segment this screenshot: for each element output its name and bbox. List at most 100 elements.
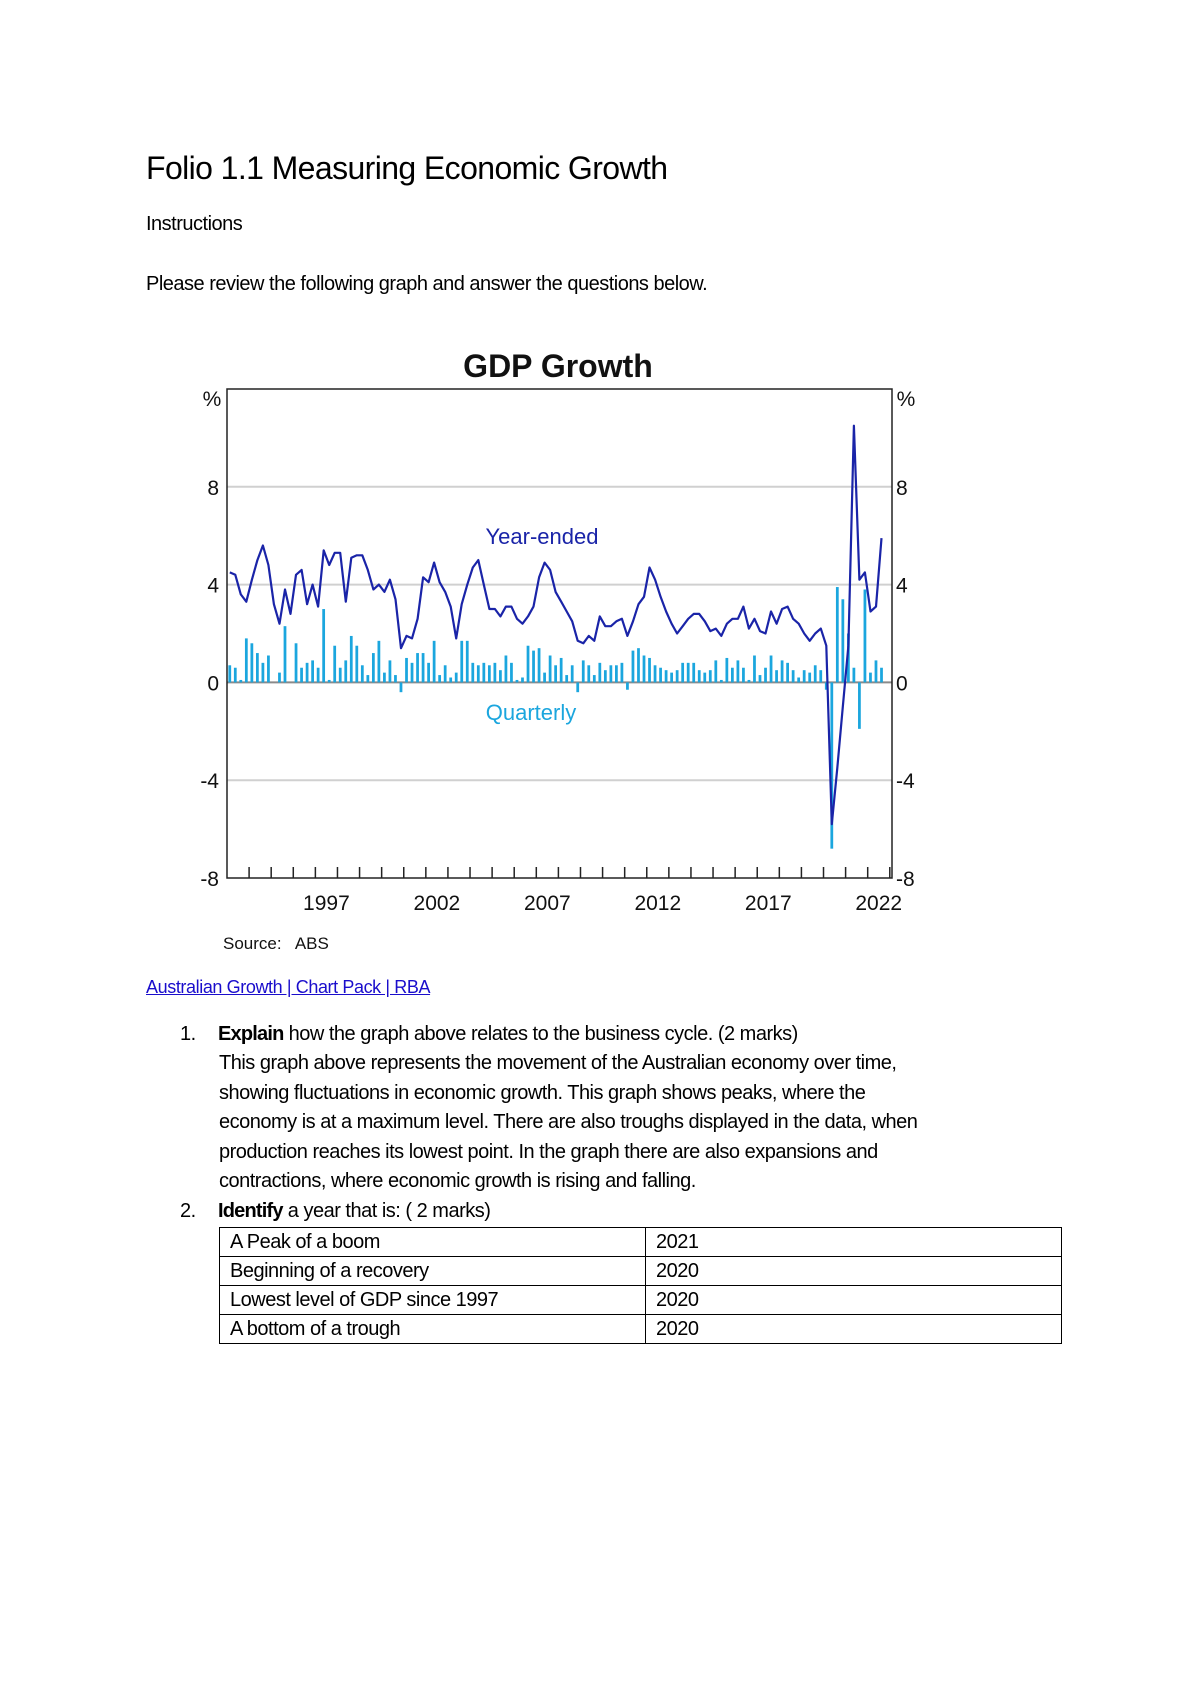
quarterly-bar: [780, 660, 784, 683]
quarterly-bar: [841, 599, 845, 683]
quarterly-bar: [294, 643, 298, 683]
quarterly-bar: [476, 665, 480, 683]
quarterly-bar: [493, 662, 497, 683]
quarterly-bar: [725, 657, 729, 683]
quarterly-bar: [615, 665, 618, 683]
quarterly-bar: [261, 662, 265, 683]
quarterly-bar: [592, 675, 596, 683]
quarterly-bar: [797, 677, 801, 683]
quarterly-bar: [852, 667, 856, 683]
quarterly-bar: [708, 670, 712, 683]
table-cell: Lowest level of GDP since 1997: [219, 1285, 646, 1315]
quarterly-bar: [681, 662, 685, 683]
quarterly-bar: [786, 662, 789, 683]
quarterly-bar: [510, 662, 513, 683]
quarterly-bar: [244, 638, 248, 683]
plot-frame: [226, 388, 893, 879]
quarterly-bar: [504, 655, 508, 683]
quarterly-bar: [835, 587, 839, 683]
quarterly-bar: [791, 670, 795, 683]
quarterly-bar: [521, 677, 524, 683]
y-unit-left: %: [203, 388, 222, 411]
quarterly-bar: [443, 665, 447, 683]
quarterly-bar: [653, 665, 657, 683]
quarterly-bar: [371, 653, 375, 683]
quarterly-bar: [438, 675, 442, 683]
quarterly-bar: [255, 653, 259, 683]
table-cell: 2020: [645, 1285, 1062, 1315]
quarterly-bar: [648, 657, 651, 683]
table-row: A Peak of a boom 2021: [219, 1227, 1062, 1257]
quarterly-bar: [620, 662, 624, 683]
x-tick-label: 1997: [303, 892, 350, 915]
quarterly-bar: [554, 665, 558, 683]
quarterly-bar: [764, 667, 767, 683]
quarterly-bar: [692, 662, 696, 683]
quarterly-bar: [598, 662, 602, 683]
quarterly-bar: [532, 650, 535, 683]
y-tick-label-left: 0: [207, 672, 219, 695]
answer-line: production reaches its lowest point. In …: [219, 1141, 878, 1163]
quarterly-bar: [581, 660, 585, 683]
quarterly-bar: [802, 670, 806, 683]
quarterly-bar: [283, 626, 287, 683]
quarterly-bar: [482, 662, 486, 683]
x-tick-label: 2022: [855, 892, 902, 915]
quarterly-bar: [603, 670, 607, 683]
quarterly-bar: [626, 682, 629, 690]
y-tick-label-right: 4: [896, 575, 908, 598]
question-keyword: Explain: [218, 1023, 284, 1045]
y-tick-label-right: 8: [896, 477, 908, 500]
quarterly-bar: [333, 645, 337, 683]
quarterly-bar: [570, 665, 574, 683]
chart-title: GDP Growth: [463, 348, 653, 384]
quarterly-bar: [250, 643, 254, 683]
quarterly-bar: [813, 665, 817, 683]
instructions-heading: Instructions: [146, 213, 243, 235]
quarterly-bar: [664, 670, 668, 683]
quarterly-bar: [537, 648, 541, 683]
quarterly-bar: [863, 589, 867, 683]
source-link[interactable]: Australian Growth | Chart Pack | RBA: [146, 977, 431, 997]
document-title: Folio 1.1 Measuring Economic Growth: [146, 150, 668, 186]
quarterly-bar: [427, 662, 430, 683]
series-label-quarterly: Quarterly: [486, 700, 576, 725]
question-prompt: how the graph above relates to the busin…: [283, 1023, 799, 1045]
x-tick-label: 2012: [634, 892, 681, 915]
quarterly-bar: [526, 645, 530, 683]
quarterly-bar: [543, 672, 546, 683]
quarterly-bar: [454, 672, 458, 683]
question-keyword: Identify: [218, 1200, 284, 1222]
x-tick-label: 2007: [524, 892, 571, 915]
quarterly-bar: [769, 655, 773, 683]
y-tick-label-left: -4: [200, 770, 219, 793]
quarterly-bar: [730, 667, 734, 683]
y-unit-right: %: [897, 388, 916, 411]
quarterly-bar: [360, 665, 364, 683]
quarterly-bar: [487, 665, 491, 683]
y-tick-label-left: 8: [207, 477, 219, 500]
answer-line: contractions, where economic growth is r…: [219, 1170, 696, 1192]
quarterly-bar: [410, 662, 414, 683]
quarterly-bar: [808, 672, 812, 683]
quarterly-bar: [548, 655, 552, 683]
quarterly-bar: [736, 660, 740, 683]
quarterly-bar: [758, 675, 762, 683]
y-tick-label-right: 0: [896, 672, 908, 695]
quarterly-bar: [719, 679, 723, 683]
quarterly-bar: [714, 660, 718, 683]
answer-table: A Peak of a boom 2021 Beginning of a reco…: [219, 1227, 1062, 1344]
quarterly-bar: [609, 665, 613, 683]
quarterly-bar: [775, 670, 778, 683]
quarterly-bar: [316, 667, 320, 683]
quarterly-bar: [642, 655, 646, 683]
question-1: 1. Explain how the graph above relates to…: [180, 1020, 798, 1050]
quarterly-bar: [449, 677, 453, 683]
table-cell: A Peak of a boom: [219, 1227, 646, 1257]
quarterly-bar: [819, 670, 823, 683]
quarterly-bar: [327, 679, 331, 683]
quarterly-bar: [394, 675, 397, 683]
quarterly-bar: [515, 679, 519, 683]
quarterly-bar: [675, 670, 679, 683]
quarterly-bar: [416, 653, 419, 683]
